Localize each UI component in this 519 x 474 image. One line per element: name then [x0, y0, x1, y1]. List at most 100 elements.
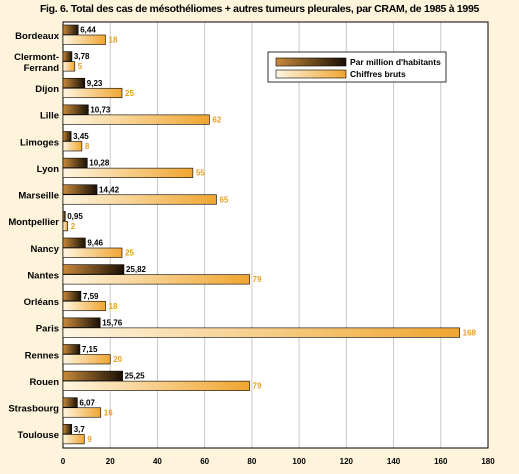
- value-label-chiffres-bruts: 79: [253, 275, 262, 284]
- category-label: Montpellier: [8, 217, 59, 228]
- category-label: Lille: [40, 111, 59, 122]
- bar-chiffres-bruts: [62, 141, 83, 152]
- x-tick-label: 160: [434, 457, 448, 466]
- value-label-par-million: 7,15: [82, 345, 98, 354]
- value-label-par-million: 14,42: [99, 185, 120, 194]
- value-label-chiffres-bruts: 168: [463, 328, 477, 337]
- value-label-par-million: 25,25: [125, 372, 146, 381]
- x-tick-label: 180: [481, 457, 495, 466]
- value-label-chiffres-bruts: 79: [253, 382, 262, 391]
- value-label-par-million: 6,44: [80, 26, 96, 35]
- bar-par-million: [62, 24, 79, 35]
- plot-area: [63, 22, 488, 448]
- value-label-chiffres-bruts: 9: [87, 435, 92, 444]
- value-label-chiffres-bruts: 62: [212, 115, 221, 124]
- x-tick-label: 0: [61, 457, 66, 466]
- category-label: Rennes: [25, 350, 59, 361]
- bar-chiffres-bruts: [62, 114, 210, 125]
- category-label-line: Lyon: [37, 164, 60, 175]
- bar-par-million: [62, 237, 86, 248]
- bar-par-million: [62, 397, 78, 408]
- bar-chiffres-bruts: [62, 34, 106, 45]
- value-label-par-million: 7,59: [83, 292, 99, 301]
- legend-swatch-par-million: [275, 57, 347, 67]
- value-label-par-million: 15,76: [102, 318, 123, 327]
- legend-label-chiffres-bruts: Chiffres bruts: [350, 69, 406, 79]
- bar-par-million: [62, 157, 88, 168]
- category-label-line: Clermont-: [14, 52, 59, 63]
- bar-chiffres-bruts: [62, 247, 123, 258]
- title-text-strong: CRAM: [374, 3, 405, 15]
- category-label-line: Orléans: [24, 297, 59, 308]
- bar-chiffres-bruts: [62, 274, 250, 285]
- value-label-par-million: 0,95: [67, 212, 83, 221]
- bar-par-million: [62, 104, 89, 115]
- bar-chiffres-bruts: [62, 167, 194, 178]
- value-label-chiffres-bruts: 18: [109, 302, 118, 311]
- value-label-par-million: 6,07: [79, 398, 95, 407]
- category-label: Bordeaux: [15, 31, 60, 42]
- bar-par-million: [62, 51, 73, 62]
- x-axis-tick-labels: 0 20 40 60 80 100 120 140 160 180: [61, 457, 495, 466]
- value-label-chiffres-bruts: 16: [104, 408, 113, 417]
- category-label: Clermont-Ferrand: [14, 52, 59, 74]
- category-label-line: Bordeaux: [15, 31, 60, 42]
- category-label: Dijon: [35, 84, 59, 95]
- category-label-line: Ferrand: [24, 63, 60, 74]
- bar-chiffres-bruts: [62, 87, 123, 99]
- bar-par-million: [62, 184, 98, 195]
- bar-par-million: [62, 77, 86, 89]
- category-label: Rouen: [29, 377, 59, 388]
- value-label-par-million: 25,82: [126, 265, 147, 274]
- x-tick-label: 60: [200, 457, 209, 466]
- value-label-chiffres-bruts: 2: [71, 222, 76, 231]
- bar-par-million: [62, 370, 123, 381]
- bar-chiffres-bruts: [62, 407, 102, 418]
- category-label-line: Montpellier: [8, 217, 59, 228]
- bar-chiffres-bruts: [62, 194, 217, 205]
- category-label-line: Nancy: [30, 244, 59, 255]
- bar-chiffres-bruts: [62, 61, 76, 72]
- category-label: Strasbourg: [8, 404, 59, 415]
- title-text-end: , de 1985 à 1995: [404, 3, 480, 15]
- value-label-chiffres-bruts: 55: [196, 169, 205, 178]
- category-label-line: Marseille: [18, 191, 59, 202]
- category-label-line: Limoges: [20, 137, 59, 148]
- value-label-chiffres-bruts: 5: [78, 62, 83, 71]
- chart-title: Fig. 6. Total des cas de mésothéliomes +…: [0, 3, 519, 15]
- x-tick-label: 80: [247, 457, 256, 466]
- bars-layer: 6,44 18 3,785 9,23 25 10,73 62 3,458 10,28 55 14,4…: [62, 24, 477, 445]
- x-tick-label: 100: [292, 457, 306, 466]
- figure-label: Fig. 6.: [39, 3, 69, 15]
- value-label-par-million: 9,46: [87, 239, 103, 248]
- value-label-chiffres-bruts: 8: [85, 142, 90, 151]
- bar-chiffres-bruts: [62, 300, 106, 312]
- bar-chiffres-bruts: [62, 221, 69, 232]
- value-label-par-million: 10,28: [89, 159, 110, 168]
- value-label-par-million: 3,7: [74, 425, 86, 434]
- value-label-par-million: 3,78: [74, 52, 90, 61]
- bar-par-million: [62, 344, 81, 355]
- category-label-line: Lille: [40, 111, 59, 122]
- title-text-start: Total des cas de mésothéliomes + autres …: [70, 3, 375, 15]
- category-label-line: Nantes: [27, 270, 59, 281]
- value-label-chiffres-bruts: 20: [113, 355, 122, 364]
- category-label: Toulouse: [17, 430, 59, 441]
- value-label-par-million: 9,23: [87, 79, 103, 88]
- bar-par-million: [62, 424, 73, 435]
- legend: Par million d'habitants Chiffres bruts: [267, 51, 447, 83]
- value-label-chiffres-bruts: 25: [125, 89, 134, 98]
- category-label: Nancy: [30, 244, 59, 255]
- value-label-chiffres-bruts: 18: [109, 36, 118, 45]
- x-tick-label: 40: [153, 457, 162, 466]
- bar-par-million: [62, 264, 125, 275]
- bar-par-million: [62, 211, 66, 222]
- value-label-par-million: 10,73: [90, 105, 111, 114]
- category-label-line: Rennes: [25, 350, 59, 361]
- x-tick-label: 140: [387, 457, 401, 466]
- category-label-line: Dijon: [35, 84, 59, 95]
- category-label: Limoges: [20, 137, 59, 148]
- legend-swatch-chiffres-bruts: [275, 69, 347, 79]
- bar-par-million: [62, 317, 101, 328]
